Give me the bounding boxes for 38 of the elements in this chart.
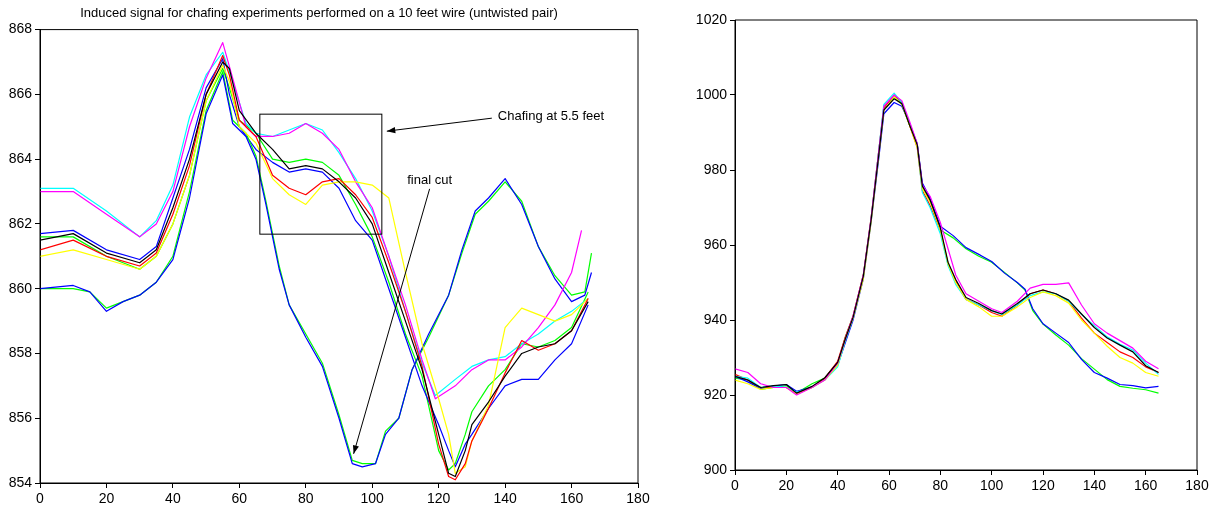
y-tick-label: 868 — [8, 20, 33, 37]
x-tick-label: 0 — [731, 477, 740, 494]
x-tick-label: 40 — [829, 477, 846, 494]
x-tick-label: 80 — [297, 490, 314, 507]
x-tick-label: 20 — [98, 490, 115, 507]
x-tick-label: 20 — [778, 477, 795, 494]
annotation: final cut — [407, 172, 453, 188]
y-tick-label: 866 — [8, 85, 33, 102]
x-tick-label: 80 — [932, 477, 949, 494]
y-tick-label: 860 — [8, 279, 33, 296]
y-tick-label: 854 — [8, 473, 33, 490]
x-tick-label: 60 — [231, 490, 248, 507]
x-tick-label: 140 — [1082, 477, 1107, 494]
y-tick-label: 980 — [703, 160, 728, 177]
x-tick-label: 100 — [979, 477, 1004, 494]
x-tick-label: 40 — [165, 490, 181, 507]
x-tick-label: 180 — [1185, 477, 1209, 494]
x-tick-label: 100 — [360, 490, 385, 507]
x-tick-label: 160 — [559, 490, 584, 507]
x-tick-label: 0 — [36, 490, 45, 507]
y-tick-label: 864 — [8, 150, 33, 166]
y-tick-label: 940 — [703, 310, 728, 327]
y-tick-label: 862 — [8, 214, 33, 231]
y-tick-label: 856 — [8, 409, 33, 426]
x-tick-label: 120 — [1031, 477, 1055, 494]
x-tick-label: 120 — [426, 490, 451, 507]
x-tick-label: 160 — [1133, 477, 1158, 494]
x-tick-label: 60 — [881, 477, 897, 494]
chart-title: Induced signal for chafing experiments performed on a 10 feet wire (untwisted pair) — [80, 5, 558, 21]
x-tick-label: 180 — [626, 490, 650, 507]
x-tick-label: 140 — [493, 490, 517, 507]
annotation: Chafing at 5.5 feet — [497, 107, 605, 123]
y-tick-label: 920 — [703, 385, 728, 402]
y-tick-label: 1000 — [695, 85, 728, 102]
y-tick-label: 858 — [8, 344, 33, 361]
y-tick-label: 900 — [703, 460, 728, 477]
y-tick-label: 960 — [703, 235, 728, 252]
y-tick-label: 1020 — [695, 10, 728, 27]
